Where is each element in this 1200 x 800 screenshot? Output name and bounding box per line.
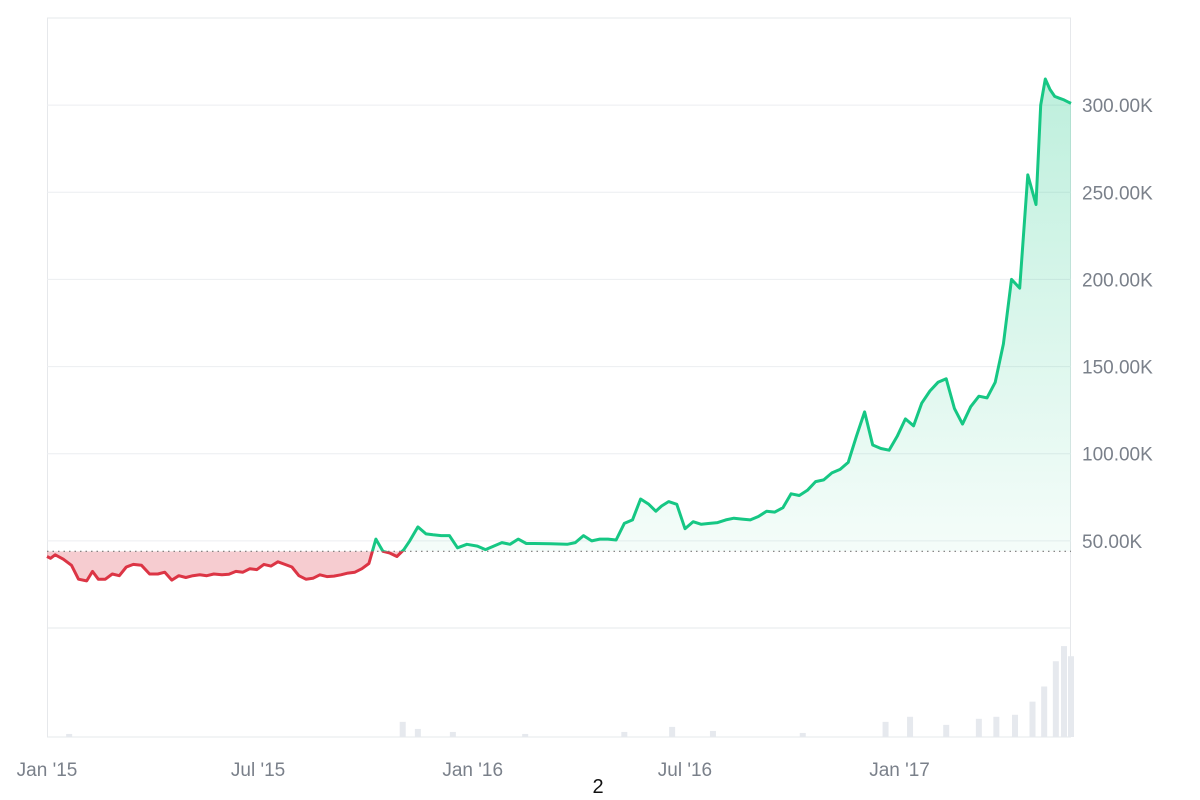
page-number: 2 bbox=[0, 776, 1200, 799]
price-line-below bbox=[46, 551, 405, 583]
y-tick-label: 100.00K bbox=[1082, 445, 1153, 466]
price-line-above bbox=[370, 77, 1072, 552]
volume-bar bbox=[975, 718, 982, 737]
x-tick-label: Jul '16 bbox=[658, 760, 712, 781]
area-below-baseline bbox=[47, 551, 403, 581]
volume-bar bbox=[1029, 701, 1036, 737]
area-above-baseline bbox=[47, 79, 1071, 552]
volume-bar bbox=[907, 716, 914, 737]
y-tick-label: 200.00K bbox=[1082, 270, 1153, 291]
y-tick-label: 150.00K bbox=[1082, 358, 1153, 379]
y-tick-label: 250.00K bbox=[1082, 183, 1153, 204]
price-areas bbox=[47, 79, 1071, 581]
volume-bar bbox=[1052, 661, 1059, 737]
x-axis: Jan '15 Jul '15 Jan '16 Jul '16 Jan '17 bbox=[17, 760, 930, 781]
x-tick-label: Jan '15 bbox=[17, 760, 78, 781]
volume-bar bbox=[1041, 686, 1048, 737]
x-tick-label: Jan '17 bbox=[869, 760, 930, 781]
volume-bar bbox=[449, 731, 456, 737]
volume-bars bbox=[66, 646, 1074, 737]
volume-bar bbox=[522, 733, 529, 737]
plot-frame bbox=[47, 17, 1071, 738]
page-number-text: 2 bbox=[592, 776, 604, 798]
volume-bar bbox=[882, 721, 889, 737]
volume-bar bbox=[943, 724, 950, 737]
y-tick-label: 50.00K bbox=[1082, 532, 1143, 553]
x-tick-label: Jul '15 bbox=[231, 760, 285, 781]
volume-bar bbox=[669, 726, 676, 737]
y-axis: 50.00K 100.00K 150.00K 200.00K 250.00K 300.00… bbox=[1082, 96, 1153, 553]
y-tick-label: 300.00K bbox=[1082, 96, 1153, 117]
volume-bar bbox=[1068, 656, 1074, 737]
volume-bar bbox=[66, 733, 73, 737]
volume-bar bbox=[621, 731, 628, 737]
volume-bar bbox=[1061, 646, 1068, 737]
volume-bar bbox=[414, 728, 421, 737]
volume-bar bbox=[799, 732, 806, 737]
volume-bar bbox=[1012, 714, 1019, 737]
volume-bar bbox=[399, 721, 406, 737]
price-lines bbox=[46, 77, 1072, 583]
x-tick-label: Jan '16 bbox=[442, 760, 503, 781]
grid-lines bbox=[47, 104, 1071, 542]
volume-bar bbox=[993, 716, 1000, 737]
volume-bar bbox=[709, 730, 716, 737]
